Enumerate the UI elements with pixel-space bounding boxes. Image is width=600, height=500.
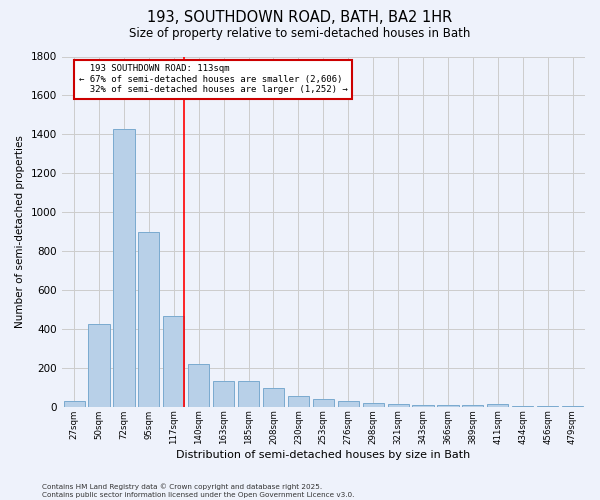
Bar [288,396,309,407]
Bar [313,399,334,407]
Bar [88,324,110,407]
Bar [238,380,259,407]
Bar [213,380,234,407]
Bar [562,406,583,407]
Bar [138,232,160,407]
Bar [462,405,484,407]
Bar [338,401,359,407]
Bar [64,401,85,407]
Bar [163,316,184,407]
Bar [412,405,434,407]
Bar [437,405,458,407]
Bar [263,388,284,407]
Bar [487,404,508,407]
Y-axis label: Number of semi-detached properties: Number of semi-detached properties [15,135,25,328]
Bar [388,404,409,407]
Bar [512,406,533,407]
Bar [113,128,134,407]
Text: Contains HM Land Registry data © Crown copyright and database right 2025.
Contai: Contains HM Land Registry data © Crown c… [42,484,355,498]
Bar [188,364,209,407]
Text: 193, SOUTHDOWN ROAD, BATH, BA2 1HR: 193, SOUTHDOWN ROAD, BATH, BA2 1HR [148,10,452,25]
X-axis label: Distribution of semi-detached houses by size in Bath: Distribution of semi-detached houses by … [176,450,470,460]
Text: Size of property relative to semi-detached houses in Bath: Size of property relative to semi-detach… [130,28,470,40]
Bar [362,402,384,407]
Text: 193 SOUTHDOWN ROAD: 113sqm
← 67% of semi-detached houses are smaller (2,606)
  3: 193 SOUTHDOWN ROAD: 113sqm ← 67% of semi… [79,64,347,94]
Bar [537,406,558,407]
